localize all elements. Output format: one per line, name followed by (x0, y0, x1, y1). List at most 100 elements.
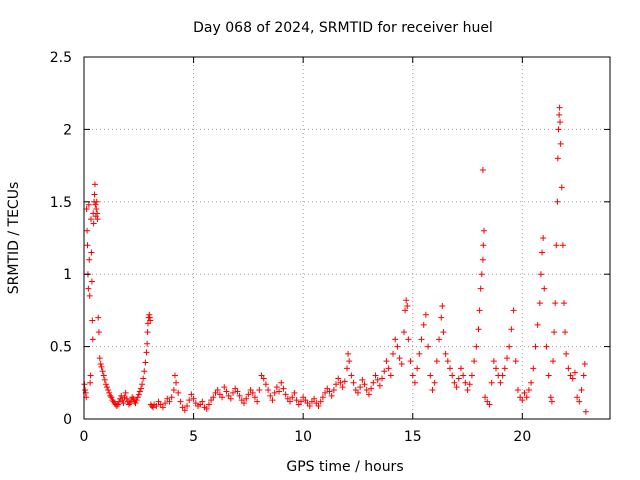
data-point (537, 271, 544, 278)
data-point (400, 329, 407, 336)
data-point (93, 198, 100, 205)
data-point (227, 395, 234, 402)
data-point (100, 372, 107, 379)
data-point (240, 400, 247, 407)
data-point (87, 372, 94, 379)
data-point (326, 388, 333, 395)
data-point (188, 391, 195, 398)
data-point (350, 379, 357, 386)
data-point (122, 389, 129, 396)
data-point (83, 206, 90, 213)
data-point (348, 372, 355, 379)
data-point (143, 349, 150, 356)
data-point (181, 407, 188, 414)
data-point (328, 392, 335, 399)
data-point (105, 387, 112, 394)
data-point (416, 350, 423, 357)
data-point (460, 372, 467, 379)
data-point (94, 210, 101, 217)
data-point (171, 372, 178, 379)
data-point (106, 389, 113, 396)
data-point (170, 387, 177, 394)
data-point (560, 300, 567, 307)
data-point (311, 395, 318, 402)
data-point (96, 355, 103, 362)
data-point (468, 372, 475, 379)
data-point (444, 358, 451, 365)
data-point (221, 384, 228, 391)
data-point (390, 350, 397, 357)
data-point (442, 350, 449, 357)
data-point (114, 401, 121, 408)
data-point (361, 381, 368, 388)
data-point (457, 365, 464, 372)
data-point (141, 368, 148, 375)
data-point (162, 400, 169, 407)
data-point (381, 368, 388, 375)
data-point (243, 395, 250, 402)
data-point (88, 278, 95, 285)
x-tick-label: 20 (513, 429, 531, 445)
data-point (230, 389, 237, 396)
y-tick-label: 1.5 (50, 195, 72, 211)
data-point (493, 365, 500, 372)
data-point (98, 363, 105, 370)
data-point (134, 394, 141, 401)
data-point (449, 372, 456, 379)
data-point (479, 166, 486, 173)
data-point (478, 271, 485, 278)
data-point (402, 307, 409, 314)
data-point (101, 376, 108, 383)
data-point (565, 365, 572, 372)
data-point (245, 391, 252, 398)
data-point (108, 394, 115, 401)
data-point (91, 181, 98, 188)
data-point (374, 376, 381, 383)
data-point (365, 391, 372, 398)
data-point (473, 343, 480, 350)
data-point (556, 104, 563, 111)
data-point (136, 388, 143, 395)
data-point (528, 379, 535, 386)
data-point (404, 303, 411, 310)
data-point (407, 358, 414, 365)
data-point (398, 360, 405, 367)
data-point (523, 394, 530, 401)
data-point (186, 397, 193, 404)
data-point (260, 375, 267, 382)
data-point (291, 389, 298, 396)
data-point (422, 311, 429, 318)
x-tick-label: 5 (189, 429, 198, 445)
data-point (95, 314, 102, 321)
data-point (223, 388, 230, 395)
data-point (104, 384, 111, 391)
data-point (543, 343, 550, 350)
data-point (339, 384, 346, 391)
data-points (81, 104, 589, 415)
data-point (429, 387, 436, 394)
data-point (521, 389, 528, 396)
data-point (166, 398, 173, 405)
chart-title: Day 068 of 2024, SRMTID for receiver hue… (193, 20, 493, 36)
data-point (150, 404, 157, 411)
data-point (345, 350, 352, 357)
data-point (107, 392, 114, 399)
data-point (86, 256, 93, 263)
data-point (330, 387, 337, 394)
data-point (447, 365, 454, 372)
data-point (280, 385, 287, 392)
data-point (276, 388, 283, 395)
data-point (571, 369, 578, 376)
data-point (123, 395, 130, 402)
data-point (510, 307, 517, 314)
data-point (341, 378, 348, 385)
data-point (153, 402, 160, 409)
data-point (479, 256, 486, 263)
data-point (205, 401, 212, 408)
data-point (184, 402, 191, 409)
data-point (379, 375, 386, 382)
data-point (256, 387, 263, 394)
data-point (563, 350, 570, 357)
data-point (130, 395, 137, 402)
data-point (462, 379, 469, 386)
